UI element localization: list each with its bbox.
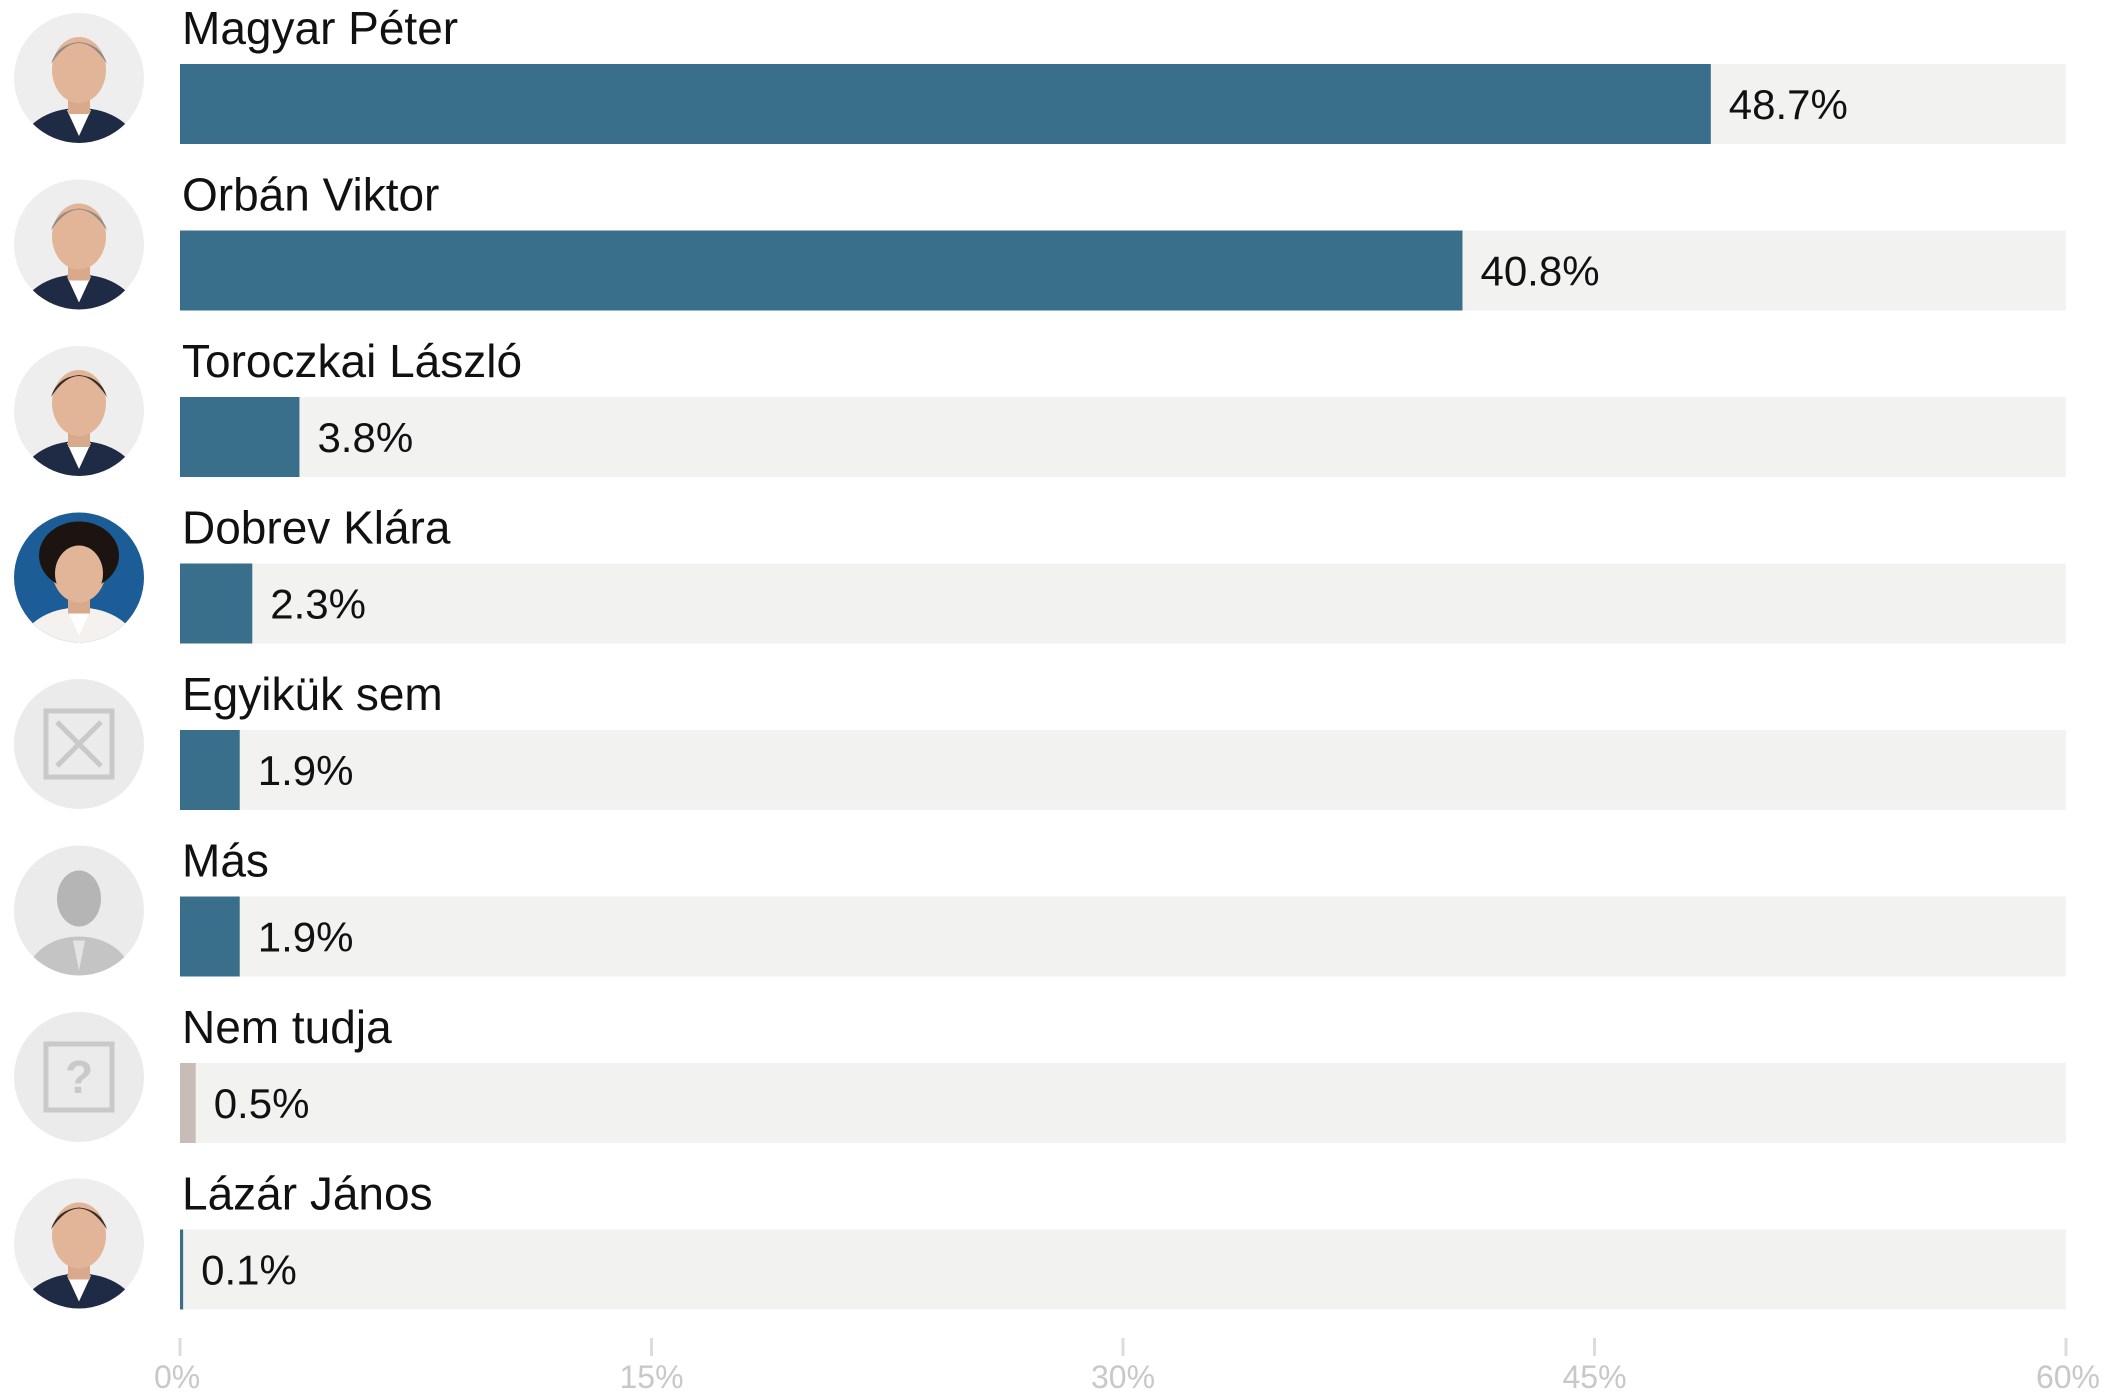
candidate-name: Toroczkai László — [182, 335, 522, 387]
bar — [180, 730, 240, 810]
bar-track — [180, 1229, 2066, 1310]
bar — [180, 563, 253, 644]
value-label: 48.7% — [1729, 81, 1848, 128]
x-tick-label: 0% — [154, 1359, 200, 1395]
person-photo-icon — [14, 13, 144, 143]
x-tick-label: 45% — [1562, 1359, 1626, 1395]
x-tick-label: 15% — [619, 1359, 683, 1395]
x-tick-label: 60% — [2036, 1359, 2100, 1395]
x-tick-label: 30% — [1091, 1359, 1155, 1395]
value-label: 1.9% — [258, 747, 354, 794]
person-photo-icon — [14, 179, 144, 310]
bar-row: ? Nem tudja 0.5% — [14, 1001, 2066, 1143]
bar-row: Más 1.9% — [14, 835, 2066, 977]
bar — [180, 397, 300, 477]
person-photo-icon — [14, 512, 144, 643]
bar-track — [180, 730, 2066, 810]
bar-track — [180, 1063, 2066, 1143]
value-label: 2.3% — [270, 581, 366, 628]
candidate-name: Nem tudja — [182, 1001, 392, 1053]
bar-track — [180, 563, 2066, 644]
value-label: 1.9% — [258, 914, 354, 961]
bar-row: Lázár János 0.1% — [14, 1168, 2066, 1310]
bar-row: Toroczkai László 3.8% — [14, 335, 2066, 477]
bar-row: Egyikük sem 1.9% — [14, 668, 2066, 810]
candidate-name: Más — [182, 835, 269, 887]
candidate-name: Dobrev Klára — [182, 502, 451, 554]
person-silhouette-icon — [14, 845, 144, 976]
bar-row: Magyar Péter 48.7% — [14, 2, 2066, 144]
value-label: 40.8% — [1480, 248, 1599, 295]
value-label: 0.5% — [214, 1080, 310, 1127]
bar — [180, 64, 1711, 144]
svg-text:?: ? — [65, 1051, 93, 1103]
candidate-name: Orbán Viktor — [182, 169, 439, 221]
candidate-name: Egyikük sem — [182, 668, 443, 720]
person-photo-icon — [14, 1178, 144, 1309]
value-label: 0.1% — [201, 1247, 297, 1294]
bar-track — [180, 397, 2066, 477]
bar-track — [180, 896, 2066, 977]
bar-row: Orbán Viktor 40.8% — [14, 169, 2066, 311]
bar — [180, 1229, 184, 1310]
candidate-name: Lázár János — [182, 1168, 433, 1220]
bar — [180, 896, 240, 977]
person-photo-icon — [14, 346, 144, 476]
x-box-icon — [14, 679, 144, 809]
bar — [180, 1063, 196, 1143]
value-label: 3.8% — [317, 414, 413, 461]
bar-row: Dobrev Klára 2.3% — [14, 502, 2066, 644]
bar — [180, 230, 1463, 311]
question-box-icon: ? — [14, 1012, 144, 1142]
candidate-name: Magyar Péter — [182, 2, 458, 54]
